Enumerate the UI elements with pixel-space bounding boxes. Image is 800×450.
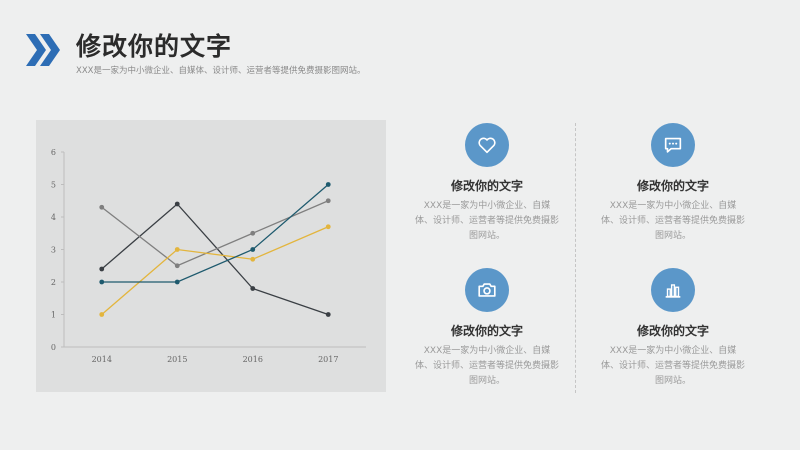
series-3-point [99, 312, 105, 317]
camera-icon [465, 268, 509, 312]
feature-card-3: 修改你的文字 XXX是一家为中小微企业、自媒体、设计师、运营者等提供免费摄影图网… [407, 268, 567, 389]
series-1-point [174, 201, 180, 207]
heart-icon [465, 123, 509, 167]
x-tick-label: 2017 [318, 355, 338, 364]
bar-chart-icon [651, 268, 695, 312]
vertical-divider [575, 123, 576, 393]
page-subtitle: XXX是一家为中小微企业、自媒体、设计师、运营者等提供免费摄影图网站。 [76, 66, 366, 76]
card-title: 修改你的文字 [450, 324, 523, 338]
series-3-point [325, 224, 331, 230]
feature-card-2: 修改你的文字 XXX是一家为中小微企业、自媒体、设计师、运营者等提供免费摄影图网… [593, 123, 753, 244]
y-tick-label: 5 [51, 181, 56, 190]
series-4-line [101, 184, 329, 283]
x-tick-label: 2015 [167, 355, 187, 364]
card-title: 修改你的文字 [636, 324, 709, 338]
card-body: XXX是一家为中小微企业、自媒体、设计师、运营者等提供免费摄影图网站。 [415, 201, 560, 241]
card-title: 修改你的文字 [636, 179, 709, 193]
series-1-point [250, 286, 256, 291]
series-3-point [174, 247, 180, 252]
series-2-point [99, 204, 105, 210]
y-tick-label: 3 [51, 246, 56, 255]
series-4-point [174, 279, 180, 285]
x-tick-label: 2014 [92, 355, 112, 364]
card-body: XXX是一家为中小微企业、自媒体、设计师、运营者等提供免费摄影图网站。 [415, 346, 560, 386]
page-title: 修改你的文字 [76, 32, 233, 61]
series-2-point [250, 230, 256, 236]
card-body: XXX是一家为中小微企业、自媒体、设计师、运营者等提供免费摄影图网站。 [601, 201, 746, 241]
series-2-point [325, 198, 331, 204]
card-title: 修改你的文字 [450, 179, 523, 193]
y-tick-label: 0 [51, 343, 56, 352]
series-3-point [250, 256, 256, 262]
y-tick-label: 1 [51, 311, 56, 320]
y-tick-label: 4 [51, 213, 56, 222]
series-4-point [325, 182, 331, 187]
series-4-point [250, 247, 256, 252]
double-chevron-right-icon [26, 34, 60, 66]
chat-bubble-icon [651, 123, 695, 167]
feature-card-1: 修改你的文字 XXX是一家为中小微企业、自媒体、设计师、运营者等提供免费摄影图网… [407, 123, 567, 244]
y-tick-label: 6 [51, 148, 56, 157]
series-1-point [325, 312, 331, 317]
card-body: XXX是一家为中小微企业、自媒体、设计师、运营者等提供免费摄影图网站。 [601, 346, 746, 386]
series-2-point [174, 263, 180, 269]
series-1-point [99, 266, 105, 272]
feature-card-4: 修改你的文字 XXX是一家为中小微企业、自媒体、设计师、运营者等提供免费摄影图网… [593, 268, 753, 389]
x-tick-label: 2016 [243, 355, 263, 364]
chart-panel: 0 1 2 3 4 5 6 2014 2015 2016 2017 [36, 120, 386, 392]
series-2-line [101, 200, 329, 267]
y-tick-label: 2 [51, 278, 56, 287]
series-4-point [99, 279, 105, 285]
series-1-line [101, 203, 329, 316]
line-chart: 0 1 2 3 4 5 6 2014 2015 2016 2017 [51, 148, 366, 364]
